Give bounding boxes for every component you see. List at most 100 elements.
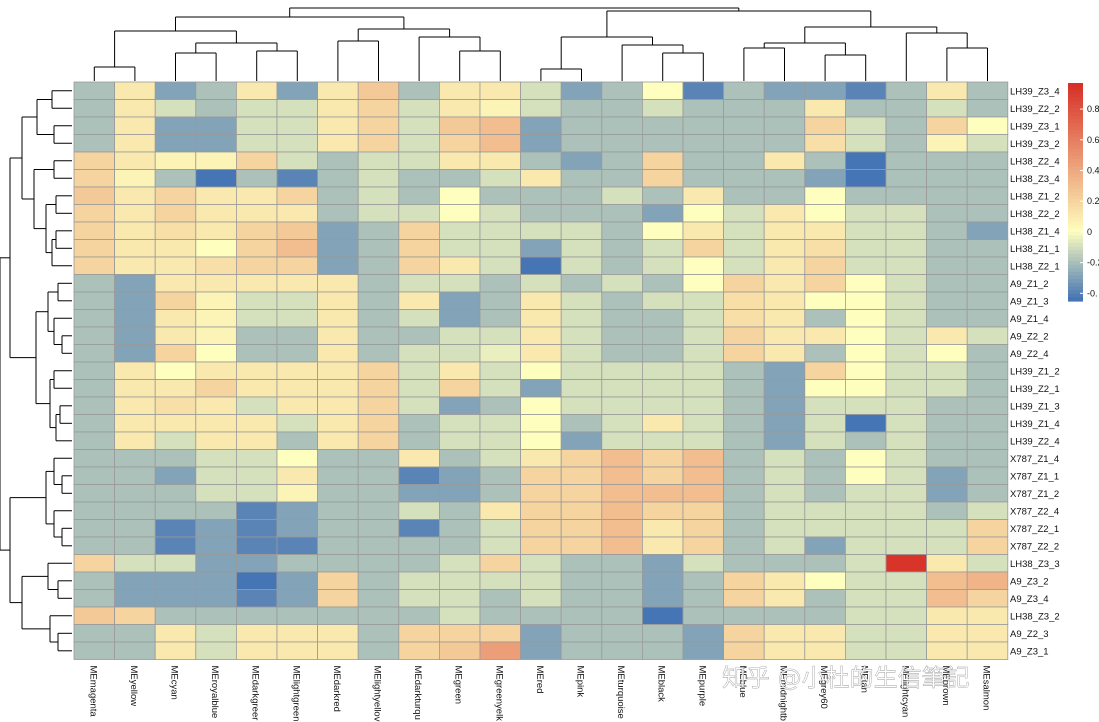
heatmap-cell xyxy=(926,344,968,363)
heatmap-cell xyxy=(154,361,197,380)
heatmap-cell xyxy=(966,256,1009,275)
heatmap-cell xyxy=(520,449,562,468)
heatmap-cell xyxy=(885,606,927,625)
heatmap-cell xyxy=(114,624,156,643)
heatmap-cell xyxy=(682,204,724,223)
heatmap-cell xyxy=(642,81,684,100)
heatmap-cell xyxy=(642,204,684,223)
heatmap-cell xyxy=(73,361,115,380)
heatmap-cell xyxy=(357,186,400,205)
heatmap-cell xyxy=(520,204,562,223)
heatmap-cell xyxy=(357,589,400,608)
heatmap-cell xyxy=(479,256,521,275)
heatmap-cell xyxy=(642,624,684,643)
heatmap-cell xyxy=(73,291,115,310)
heatmap-cell xyxy=(317,519,359,538)
heatmap-cell xyxy=(642,291,684,310)
heatmap-cell xyxy=(317,606,359,625)
legend-swatch xyxy=(1068,104,1083,110)
legend-tick-label: -0.2 xyxy=(1087,258,1099,268)
heatmap-cell xyxy=(438,414,481,433)
column-label: MEroyalblue xyxy=(209,666,220,719)
heatmap-cell xyxy=(235,554,278,573)
heatmap-cell xyxy=(804,431,846,450)
heatmap-cell xyxy=(276,396,318,415)
legend-swatch xyxy=(1068,279,1083,284)
legend-swatch xyxy=(1068,170,1083,175)
legend-swatch xyxy=(1068,217,1083,222)
legend-swatch xyxy=(1068,275,1083,280)
heatmap-cell xyxy=(235,221,278,240)
heatmap-cell xyxy=(114,501,156,520)
heatmap-cell xyxy=(601,589,643,608)
heatmap-cell xyxy=(398,239,440,258)
legend-swatch xyxy=(1068,93,1083,99)
heatmap-cells xyxy=(73,81,1009,660)
heatmap-cell xyxy=(682,589,724,608)
heatmap-cell xyxy=(317,116,359,135)
legend-tick-label: 0 xyxy=(1087,227,1092,237)
heatmap-cell xyxy=(723,571,765,590)
heatmap-cell xyxy=(845,274,887,293)
heatmap-cell xyxy=(682,344,724,363)
column-label: MElightyellov xyxy=(372,666,383,722)
heatmap-cell xyxy=(317,431,359,450)
heatmap-cell xyxy=(682,99,724,118)
heatmap-cell xyxy=(601,536,643,555)
heatmap-cell xyxy=(438,536,481,555)
heatmap-cell xyxy=(276,536,318,555)
heatmap-cell xyxy=(966,589,1009,608)
heatmap-cell xyxy=(520,624,562,643)
heatmap-cell xyxy=(235,624,278,643)
legend-tick-label: 0.6 xyxy=(1087,135,1099,145)
heatmap-cell xyxy=(438,466,481,485)
heatmap-cell xyxy=(195,589,237,608)
heatmap-cell xyxy=(154,81,197,100)
heatmap-cell xyxy=(763,396,806,415)
heatmap-cell xyxy=(763,134,806,153)
legend-swatch xyxy=(1068,242,1083,248)
heatmap-cell xyxy=(317,204,359,223)
heatmap-cell xyxy=(73,204,115,223)
heatmap-cell xyxy=(438,326,481,345)
legend-swatch xyxy=(1068,192,1083,197)
heatmap-cell xyxy=(438,431,481,450)
heatmap-cell xyxy=(723,256,765,275)
heatmap-cell xyxy=(154,99,197,118)
heatmap-cell xyxy=(926,239,968,258)
legend-swatch xyxy=(1068,235,1083,240)
heatmap-cell xyxy=(601,134,643,153)
heatmap-cell xyxy=(804,606,846,625)
row-label: LH38_Z3_4 xyxy=(1010,174,1060,185)
legend-swatch xyxy=(1068,126,1083,131)
heatmap-cell xyxy=(114,239,156,258)
heatmap-cell xyxy=(845,99,887,118)
heatmap-cell xyxy=(885,151,927,170)
row-label: X787_Z2_1 xyxy=(1010,524,1059,535)
heatmap-cell xyxy=(763,484,806,503)
legend-swatch xyxy=(1068,261,1083,266)
heatmap-cell xyxy=(682,641,724,660)
legend-swatch xyxy=(1068,115,1083,120)
heatmap-cell xyxy=(560,274,603,293)
heatmap-cell xyxy=(235,501,278,520)
heatmap-cell xyxy=(438,606,481,625)
heatmap-cell xyxy=(154,484,197,503)
heatmap-cell xyxy=(601,484,643,503)
heatmap-cell xyxy=(560,99,603,118)
heatmap-cell xyxy=(560,641,603,660)
legend-swatch xyxy=(1068,195,1083,200)
heatmap-cell xyxy=(73,449,115,468)
legend-swatch xyxy=(1068,119,1083,124)
heatmap-cell xyxy=(885,519,927,538)
heatmap-cell xyxy=(763,641,806,660)
heatmap-cell xyxy=(398,116,440,135)
heatmap-cell xyxy=(723,361,765,380)
heatmap-cell xyxy=(966,641,1009,660)
heatmap-cell xyxy=(885,361,927,380)
heatmap-cell xyxy=(885,344,927,363)
row-label: LH39_Z1_4 xyxy=(1010,419,1060,430)
heatmap-cell xyxy=(154,151,197,170)
heatmap-cell xyxy=(804,291,846,310)
heatmap-cell xyxy=(682,169,724,188)
